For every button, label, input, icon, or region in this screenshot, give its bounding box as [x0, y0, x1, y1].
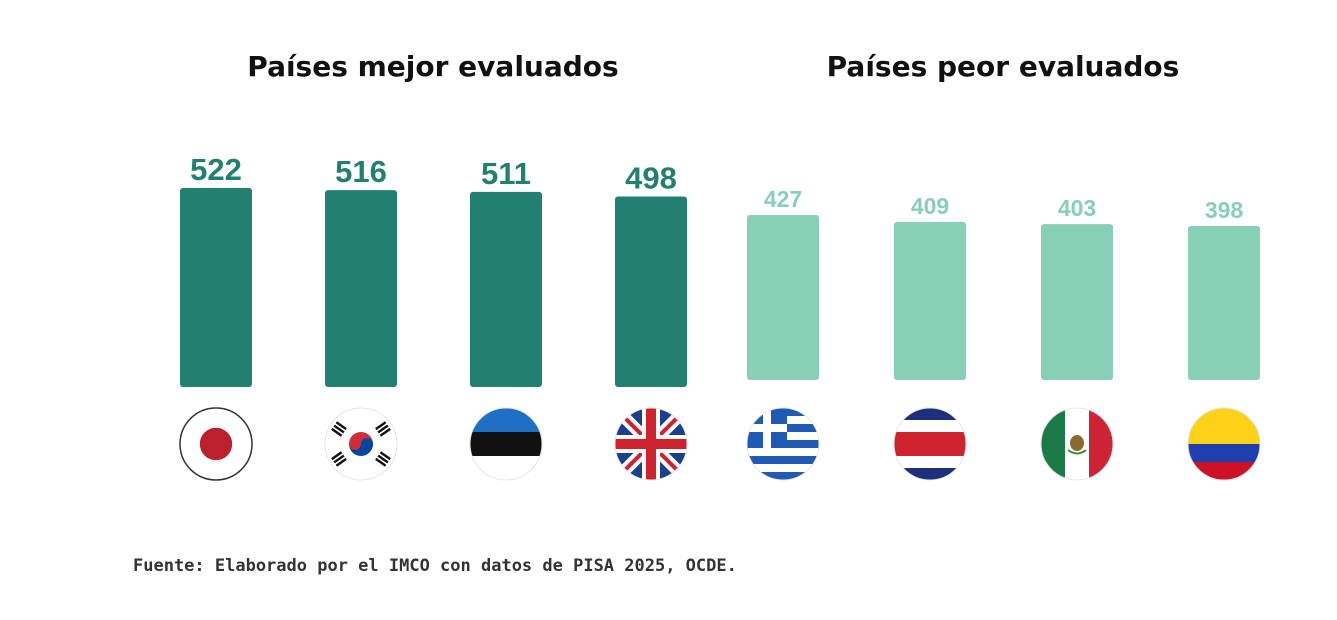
greece-flag-icon — [746, 407, 820, 481]
bar-value-label: 398 — [1205, 197, 1244, 223]
united-kingdom-flag-icon — [614, 407, 688, 481]
bar-estonia — [470, 191, 542, 387]
worst-evaluated-title: Países peor evaluados — [826, 50, 1180, 83]
bar-value-label: 409 — [911, 193, 949, 219]
best-evaluated-title: Países mejor evaluados — [247, 50, 619, 83]
bar-value-label: 498 — [625, 161, 677, 196]
source-note: Fuente: Elaborado por el IMCO con datos … — [133, 556, 737, 576]
estonia-flag-icon — [469, 407, 543, 481]
bar-greece — [747, 215, 819, 380]
bar-value-label: 427 — [764, 186, 802, 212]
costa-rica-flag-icon — [893, 407, 967, 481]
bar-value-label: 516 — [335, 154, 387, 189]
south-korea-flag-icon — [324, 407, 398, 481]
bar-united-kingdom — [615, 196, 687, 387]
japan-flag-icon — [179, 407, 253, 481]
bar-colombia — [1188, 225, 1260, 380]
colombia-flag-icon — [1187, 407, 1261, 481]
mexico-flag-icon — [1040, 407, 1114, 481]
bar-japan — [180, 188, 252, 387]
bar-south-korea — [325, 190, 397, 387]
bar-mexico — [1041, 224, 1113, 380]
bar-value-label: 403 — [1058, 195, 1096, 221]
bar-value-label: 511 — [481, 156, 531, 191]
bar-costa-rica — [894, 221, 966, 380]
bar-value-label: 522 — [190, 152, 242, 187]
